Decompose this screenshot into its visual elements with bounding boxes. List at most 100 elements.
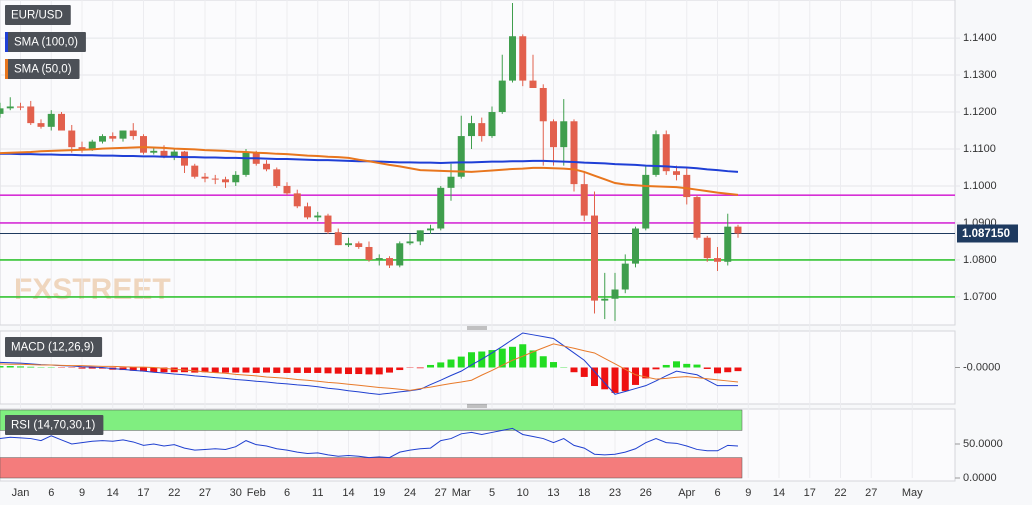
separator-grip[interactable] <box>467 404 487 408</box>
candle-body <box>601 298 609 301</box>
histogram-bar <box>601 367 609 390</box>
candle-body <box>160 150 168 157</box>
watermark: FXSTREET <box>14 273 171 306</box>
candle-body <box>232 174 240 183</box>
x-tick-label: Mar <box>452 487 471 499</box>
histogram-bar <box>78 367 86 369</box>
histogram-bar <box>324 367 332 374</box>
line <box>0 343 739 391</box>
candle-body <box>734 226 742 234</box>
histogram-bar <box>580 367 588 377</box>
histogram-bar <box>570 367 578 373</box>
x-tick-label: 24 <box>404 487 416 499</box>
label-text: EUR/USD <box>11 10 63 22</box>
candle-body <box>662 134 670 172</box>
x-tick-label: 5 <box>489 487 495 499</box>
histogram-bar <box>273 367 281 373</box>
x-tick-label: Apr <box>678 487 695 499</box>
candle-body <box>47 113 55 127</box>
candle-body <box>632 228 639 264</box>
candle-body <box>304 206 311 218</box>
candle-body <box>693 197 701 238</box>
candle-body <box>437 187 445 229</box>
histogram-bar <box>509 346 516 368</box>
y-tick-label: 1.1000 <box>963 180 997 192</box>
y-tick-label: 0.0000 <box>963 472 997 484</box>
histogram-bar <box>621 367 629 392</box>
x-tick-label: 17 <box>804 487 816 499</box>
candle-body <box>683 174 691 198</box>
marks-layer <box>0 2 955 479</box>
histogram-bar <box>437 362 445 368</box>
candle-body <box>591 215 598 301</box>
histogram-bar <box>355 367 363 375</box>
x-tick-label: 27 <box>435 487 447 499</box>
y-tick-label: 1.0800 <box>963 254 997 266</box>
candle-body <box>109 136 117 139</box>
separator-grip[interactable] <box>467 326 487 330</box>
x-tick-label: 22 <box>834 487 846 499</box>
candle-body <box>324 215 332 233</box>
label-box <box>5 337 103 357</box>
histogram-bar <box>498 348 506 368</box>
histogram-bar <box>170 367 178 373</box>
histogram-bar <box>642 367 650 379</box>
histogram-bar <box>427 364 434 368</box>
histogram-bar <box>529 350 537 368</box>
candle-body <box>468 123 475 137</box>
x-tick-label: 6 <box>48 487 54 499</box>
candle-body <box>509 36 516 81</box>
candle-body <box>242 152 250 175</box>
x-tick-label: 9 <box>745 487 751 499</box>
y-tick-label: 1.1400 <box>963 32 997 44</box>
candle-body <box>611 289 619 299</box>
histogram-bar <box>673 361 680 368</box>
candle-body <box>652 134 660 175</box>
candle-body <box>58 113 65 131</box>
candle-body <box>222 179 229 183</box>
x-tick-label: 14 <box>773 487 785 499</box>
histogram-bar <box>334 367 342 374</box>
x-tick-label: May <box>902 487 923 499</box>
histogram-bar <box>242 367 250 373</box>
y-tick-label: 1.0700 <box>963 291 997 303</box>
candle-body <box>529 80 537 88</box>
candle-body <box>714 258 721 262</box>
histogram-bar <box>263 367 270 373</box>
histogram-bar <box>99 367 106 369</box>
candle-body <box>724 226 732 262</box>
histogram-bar <box>539 356 547 368</box>
x-tick-label: 30 <box>230 487 242 499</box>
histogram-bar <box>140 367 147 372</box>
candle-body <box>539 87 547 122</box>
x-tick-label: 9 <box>79 487 85 499</box>
candle-body <box>78 147 86 150</box>
candle-body <box>129 130 137 137</box>
x-tick-label: 14 <box>342 487 354 499</box>
candle-body <box>211 178 219 180</box>
y-tick-label: -0.0000 <box>963 361 1000 373</box>
histogram-bar <box>0 366 4 368</box>
candle-body <box>621 263 629 290</box>
candle-body <box>570 121 578 185</box>
candle-body <box>314 215 322 218</box>
grid-layer: FXSTREET <box>0 0 960 479</box>
candle-body <box>345 243 352 246</box>
candle-body <box>181 151 188 166</box>
candle-body <box>355 243 363 247</box>
histogram-bar <box>304 367 311 373</box>
line <box>0 146 739 196</box>
candle-body <box>88 141 96 150</box>
label-box <box>5 32 86 52</box>
histogram-bar <box>201 367 209 373</box>
x-tick-label: 26 <box>640 487 652 499</box>
line <box>0 427 739 459</box>
label-swatch <box>5 59 8 79</box>
x-tick-label: 22 <box>168 487 180 499</box>
candle-body <box>191 165 199 177</box>
candle-body <box>150 150 158 153</box>
candle-body <box>386 258 393 266</box>
label-text: SMA (100,0) <box>14 37 78 49</box>
candle-body <box>406 241 414 244</box>
